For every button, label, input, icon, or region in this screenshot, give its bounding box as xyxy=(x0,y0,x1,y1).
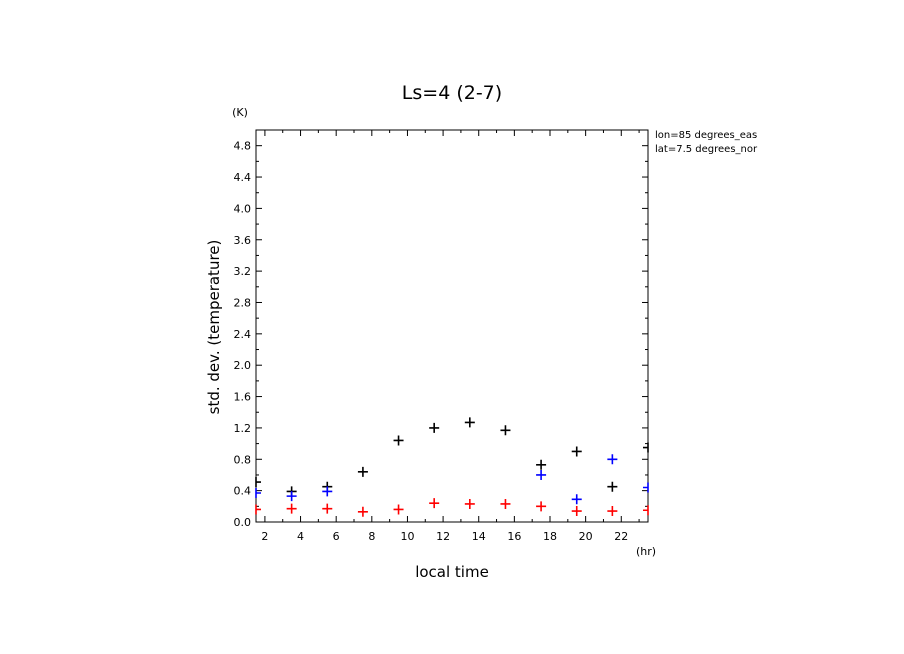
data-point-series-1 xyxy=(536,459,547,470)
y-tick-label: 3.2 xyxy=(234,265,252,278)
plot-frame xyxy=(255,129,649,523)
data-point-series-1 xyxy=(255,477,261,488)
data-point-series-3 xyxy=(536,501,547,512)
data-point-series-3 xyxy=(393,504,404,515)
data-point-series-3 xyxy=(255,504,261,515)
x-tick-label: 14 xyxy=(472,530,486,543)
data-point-series-1 xyxy=(500,425,511,436)
data-point-series-1 xyxy=(393,435,404,446)
y-unit-label: (K) xyxy=(232,106,248,119)
y-tick-label: 3.6 xyxy=(234,234,252,247)
x-tick-label: 16 xyxy=(507,530,521,543)
data-point-series-1 xyxy=(464,417,475,428)
data-point-series-2 xyxy=(571,494,582,505)
data-point-series-3 xyxy=(571,506,582,517)
data-point-series-3 xyxy=(286,503,297,514)
data-point-series-3 xyxy=(429,498,440,509)
data-point-series-3 xyxy=(357,506,368,517)
y-tick-label: 1.6 xyxy=(234,391,252,404)
y-tick-label: 4.8 xyxy=(234,140,252,153)
data-point-series-1 xyxy=(357,466,368,477)
y-tick-label: 2.8 xyxy=(234,296,252,309)
y-tick-label: 2.0 xyxy=(234,359,252,372)
x-unit-label: (hr) xyxy=(636,545,656,558)
data-point-series-2 xyxy=(607,454,618,465)
data-point-series-1 xyxy=(607,481,618,492)
data-marks xyxy=(255,417,649,517)
x-tick-label: 18 xyxy=(543,530,557,543)
y-axis-label: std. dev. (temperature) xyxy=(205,240,223,415)
x-tick-label: 4 xyxy=(297,530,304,543)
data-point-series-1 xyxy=(571,446,582,457)
y-tick-label: 2.4 xyxy=(234,328,252,341)
data-point-series-3 xyxy=(464,498,475,509)
y-tick-label: 0.8 xyxy=(234,453,252,466)
y-tick-label: 1.2 xyxy=(234,422,252,435)
x-tick-label: 2 xyxy=(261,530,268,543)
x-tick-label: 6 xyxy=(333,530,340,543)
x-tick-label: 8 xyxy=(368,530,375,543)
info-lat: lat=7.5 degrees_nor xyxy=(655,144,758,155)
data-point-series-3 xyxy=(322,503,333,514)
y-tick-label: 4.4 xyxy=(234,171,252,184)
axis-ticks xyxy=(256,130,648,523)
data-point-series-2 xyxy=(255,487,261,498)
x-tick-label: 22 xyxy=(614,530,628,543)
data-point-series-3 xyxy=(607,506,618,517)
data-point-series-2 xyxy=(322,486,333,497)
tick-labels: 0.0 0.4 0.8 1.2 1.6 2.0 2.4 2.8 3.2 3.6 4.0 4.4 4.8 2… xyxy=(234,140,629,543)
data-point-series-2 xyxy=(643,482,649,493)
x-tick-label: 20 xyxy=(579,530,593,543)
x-axis-label: local time xyxy=(415,563,489,581)
data-point-series-3 xyxy=(643,505,649,516)
data-point-series-2 xyxy=(286,491,297,502)
x-tick-label: 12 xyxy=(436,530,450,543)
data-point-series-1 xyxy=(429,422,440,433)
y-tick-label: 0.0 xyxy=(234,516,252,529)
data-point-series-2 xyxy=(536,469,547,480)
chart-title: Ls=4 (2-7) xyxy=(402,82,502,104)
data-point-series-1 xyxy=(643,442,649,453)
y-tick-label: 0.4 xyxy=(234,485,252,498)
data-point-series-3 xyxy=(500,498,511,509)
info-lon: lon=85 degrees_eas xyxy=(655,130,757,141)
y-tick-label: 4.0 xyxy=(234,202,252,215)
x-tick-label: 10 xyxy=(400,530,414,543)
